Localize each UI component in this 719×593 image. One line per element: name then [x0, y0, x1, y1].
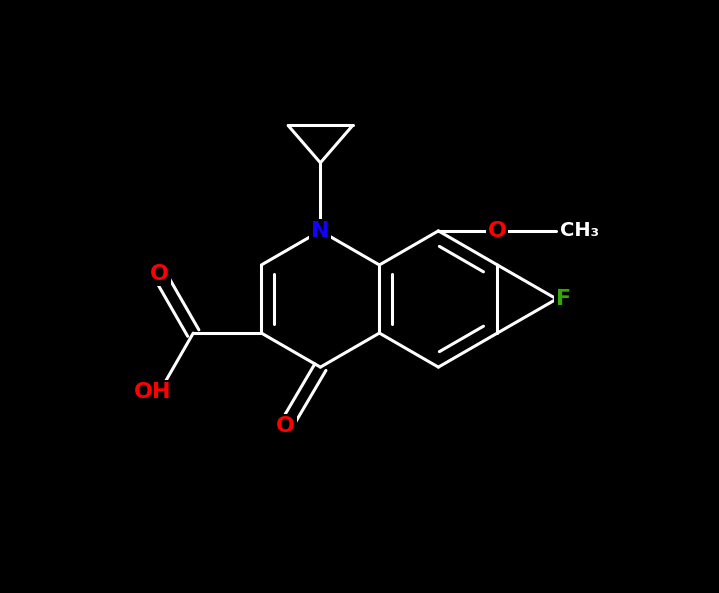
Text: F: F: [556, 289, 571, 309]
Text: O: O: [150, 264, 169, 284]
Text: O: O: [487, 221, 507, 241]
Text: O: O: [276, 416, 296, 436]
Text: F: F: [556, 289, 571, 309]
Text: CH₃: CH₃: [559, 221, 598, 240]
Text: OH: OH: [134, 382, 171, 402]
Text: N: N: [311, 221, 329, 241]
